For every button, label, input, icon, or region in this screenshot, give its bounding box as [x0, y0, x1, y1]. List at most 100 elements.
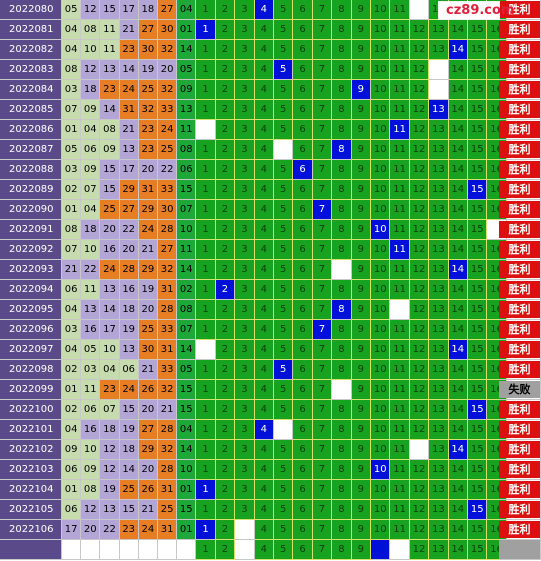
trend-digit-cell: 9: [351, 440, 371, 460]
drawn-number-cell: 22: [158, 160, 178, 180]
trend-digit-cell: 5: [274, 480, 294, 500]
trend-digit-cell: 8: [332, 180, 352, 200]
trend-digit-cell: 12: [409, 380, 430, 400]
drawn-number-cell: 14: [177, 40, 197, 60]
trend-digit-cell: 11: [390, 200, 410, 220]
result-badge[interactable]: 失败: [499, 380, 541, 400]
result-label: 胜利: [499, 261, 540, 278]
drawn-number-cell: 10: [81, 440, 101, 460]
trend-digit-cell: 5: [274, 400, 294, 420]
drawn-number-cell: 08: [81, 20, 101, 40]
result-badge[interactable]: 胜利: [499, 300, 541, 320]
drawn-number-cell: 07: [100, 400, 120, 420]
result-badge[interactable]: 胜利: [499, 320, 541, 340]
result-badge[interactable]: 胜利: [499, 200, 541, 220]
site-logo[interactable]: cz89.com: [438, 1, 515, 20]
trend-digit-cell: 10: [371, 400, 391, 420]
trend-digit-cell: 6: [293, 240, 313, 260]
trend-digit-cell: 4: [254, 220, 274, 240]
trend-digit-cell: 15: [468, 320, 488, 340]
trend-hit-cell: 8: [332, 300, 352, 320]
trend-digit-cell: 11: [390, 400, 410, 420]
trend-digit-cell: 1: [196, 380, 216, 400]
drawn-number-cell: 13: [177, 100, 197, 120]
trend-digit-cell: 10: [371, 260, 391, 280]
trend-digit-cell: 13: [429, 240, 449, 260]
drawn-number-cell: 16: [81, 320, 101, 340]
result-badge[interactable]: 胜利: [499, 140, 541, 160]
drawn-number-cell: 24: [100, 260, 120, 280]
trend-digit-cell: 15: [468, 440, 488, 460]
trend-digit-cell: 13: [429, 40, 449, 60]
result-badge[interactable]: 胜利: [499, 440, 541, 460]
result-badge[interactable]: 胜利: [499, 20, 541, 40]
trend-digit-cell: 5: [274, 440, 294, 460]
trend-digit-cell: 8: [332, 60, 352, 80]
result-badge[interactable]: 胜利: [499, 520, 541, 540]
result-badge[interactable]: 胜利: [499, 280, 541, 300]
trend-digit-cell: 7: [312, 420, 333, 440]
trend-digit-cell: 7: [312, 0, 333, 20]
trend-digit-cell: 4: [254, 320, 274, 340]
trend-digit-cell: 9: [351, 280, 371, 300]
trend-digit-cell: 8: [332, 240, 352, 260]
result-badge[interactable]: 胜利: [499, 340, 541, 360]
drawn-number-cell: 25: [158, 140, 178, 160]
result-badge[interactable]: 胜利: [499, 360, 541, 380]
trend-digit-cell: 10: [371, 160, 391, 180]
result-badge[interactable]: 胜利: [499, 120, 541, 140]
drawn-number-cell: 24: [138, 220, 158, 240]
trend-digit-cell: 11: [390, 360, 410, 380]
result-badge[interactable]: 胜利: [499, 60, 541, 80]
trend-digit-cell: 9: [351, 60, 371, 80]
drawn-number-cell: 32: [158, 440, 178, 460]
drawn-number-cell: 15: [177, 500, 197, 520]
drawn-number-cell: 31: [158, 480, 178, 500]
result-badge[interactable]: 胜利: [499, 80, 541, 100]
result-label: 胜利: [499, 201, 540, 218]
trend-digit-cell: 2: [215, 0, 236, 20]
trend-digit-cell: 10: [371, 420, 391, 440]
result-badge[interactable]: 胜利: [499, 480, 541, 500]
trend-digit-cell: 2: [215, 300, 236, 320]
drawn-number-cell: 04: [62, 20, 82, 40]
drawn-number-cell: 15: [119, 400, 139, 420]
trend-digit-cell: 5: [274, 180, 294, 200]
drawn-number-cell: 27: [138, 420, 158, 440]
trend-hit-cell: 1: [196, 480, 216, 500]
trend-digit-cell: 5: [274, 380, 294, 400]
trend-digit-cell: 6: [293, 500, 313, 520]
trend-digit-cell: 3: [235, 80, 255, 100]
result-badge[interactable]: 胜利: [499, 220, 541, 240]
drawn-number-cell: 06: [62, 280, 82, 300]
result-badge[interactable]: 胜利: [499, 460, 541, 480]
result-badge[interactable]: 胜利: [499, 40, 541, 60]
drawn-number-cell: 30: [138, 340, 158, 360]
drawn-number-cell: 14: [177, 340, 197, 360]
drawn-number-cell: 13: [119, 340, 139, 360]
result-badge[interactable]: 胜利: [499, 160, 541, 180]
drawn-number-cell: 33: [158, 360, 178, 380]
result-badge[interactable]: 胜利: [499, 500, 541, 520]
result-badge[interactable]: 胜利: [499, 260, 541, 280]
trend-digit-cell: 1: [196, 260, 216, 280]
trend-digit-cell: 2: [215, 340, 236, 360]
trend-digit-cell: 12: [409, 500, 430, 520]
drawn-number-cell: 18: [81, 220, 101, 240]
trend-digit-cell: 7: [312, 160, 333, 180]
issue-number-cell: 2022103: [0, 460, 62, 480]
drawn-number-cell: 12: [81, 0, 101, 20]
drawn-number-cell: 09: [81, 160, 101, 180]
trend-digit-cell: 8: [332, 160, 352, 180]
result-badge[interactable]: 胜利: [499, 400, 541, 420]
trend-digit-cell: 1: [196, 500, 216, 520]
trend-digit-cell: 2: [215, 220, 236, 240]
result-badge[interactable]: 胜利: [499, 240, 541, 260]
result-badge[interactable]: 胜利: [499, 180, 541, 200]
result-badge[interactable]: 胜利: [499, 100, 541, 120]
trend-digit-cell: 13: [429, 280, 449, 300]
result-badge[interactable]: 胜利: [499, 420, 541, 440]
drawn-number-cell: 27: [158, 240, 178, 260]
trend-digit-cell: 5: [274, 460, 294, 480]
trend-digit-cell: 2: [215, 360, 236, 380]
